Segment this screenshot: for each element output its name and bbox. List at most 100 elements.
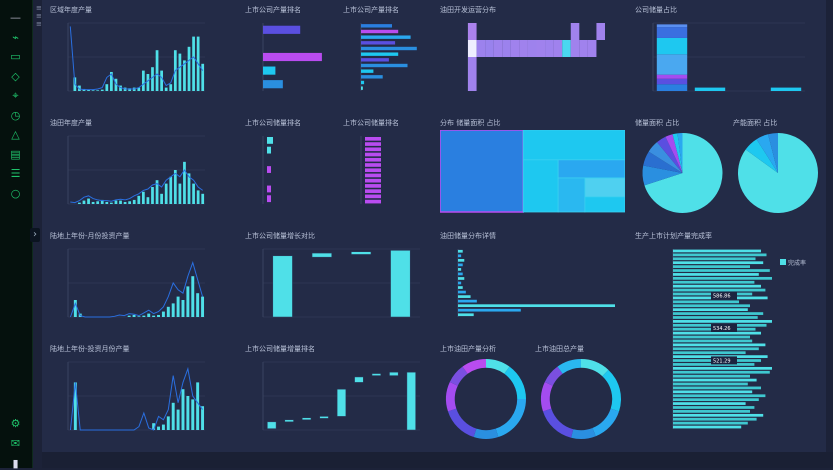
bar [171, 402, 175, 430]
pie-slice [677, 133, 683, 173]
mail-icon[interactable]: ✉ [10, 437, 21, 450]
bar [673, 382, 748, 386]
location-icon[interactable]: ⌖ [12, 89, 19, 102]
donut-slice [557, 359, 581, 374]
bar [155, 180, 159, 204]
legend-label: 完成率 [788, 259, 806, 267]
treemap-cell [522, 130, 625, 161]
bar [267, 166, 271, 173]
bar [181, 389, 185, 430]
bar [361, 80, 365, 85]
chart-panel: 油田年度产量 [50, 118, 215, 218]
bar [152, 315, 156, 317]
bar [178, 183, 182, 204]
bar [673, 276, 772, 280]
treemap-cell [584, 177, 625, 198]
bar [196, 190, 200, 204]
bar [673, 339, 753, 343]
bar [673, 366, 772, 370]
bar [365, 178, 381, 183]
card-icon[interactable]: ▤ [10, 147, 21, 161]
bar [267, 185, 271, 193]
chart-icon[interactable]: ⌁ [12, 30, 19, 44]
bar [91, 90, 95, 91]
user-icon[interactable]: ▮ [12, 457, 19, 470]
list-icon[interactable]: ☰ [10, 167, 21, 180]
bar [192, 36, 195, 91]
pie-slice [756, 134, 778, 173]
chat-icon[interactable]: ○ [10, 186, 21, 200]
bar [173, 170, 177, 204]
bar [365, 163, 381, 167]
bar [365, 173, 381, 178]
waterfall-bar [351, 251, 372, 255]
bar [361, 41, 396, 45]
treemap-cell [557, 159, 625, 179]
chart-svg [262, 361, 420, 431]
sidebar-expand-button[interactable]: › [30, 228, 40, 242]
bar [186, 396, 190, 430]
bar [267, 195, 271, 203]
bar [673, 347, 759, 351]
pie-slice [768, 133, 778, 173]
data-label-bg [711, 324, 737, 332]
chart-panel: 公司储量占比 [635, 5, 815, 105]
series-line [70, 169, 204, 204]
data-label: 586.86 [713, 294, 731, 300]
bar [141, 70, 145, 91]
bar [137, 195, 141, 204]
folder-icon[interactable]: ▭ [10, 50, 21, 63]
bar [458, 277, 465, 280]
bar-segment [694, 87, 726, 91]
heatmap-cell [510, 40, 520, 57]
chart-title: 生产上市计划产量完成率 [635, 232, 712, 240]
chart-title: 油田开发运营分布 [440, 6, 496, 14]
pie-slice [648, 142, 683, 173]
bar-segment [656, 54, 688, 75]
bar [96, 201, 100, 204]
chart-panel: 产能面积 占比 [733, 118, 823, 218]
bar [673, 421, 748, 425]
bar [458, 268, 462, 271]
series-line [69, 260, 204, 318]
chart-title: 上市公司储量排名 [343, 119, 399, 127]
shield-icon[interactable]: ◇ [11, 69, 20, 83]
chart-svg [67, 135, 205, 205]
bar [181, 300, 185, 317]
heatmap-cell [570, 23, 580, 40]
chart-title: 上市公司储量增量排名 [245, 345, 315, 353]
bar [673, 417, 757, 421]
bar [183, 161, 186, 204]
donut-slice [571, 428, 596, 439]
chart-panel: 上市油田产量分析 [440, 344, 532, 444]
bar [673, 288, 766, 292]
bar-segment [656, 84, 688, 91]
waterfall-bar [354, 376, 364, 383]
bar [673, 261, 764, 265]
bar-segment [656, 24, 688, 28]
settings-icon[interactable]: ⚙ [10, 417, 21, 430]
clock-icon[interactable]: ◷ [10, 108, 21, 122]
bar [458, 299, 477, 303]
heatmap-cell [579, 40, 588, 57]
warning-icon[interactable]: △ [11, 128, 20, 141]
bar [161, 424, 165, 430]
bar [458, 308, 521, 312]
chart-title: 上市公司储量增长对比 [245, 232, 315, 240]
menu-toggle-icon[interactable]: ≡ ≡ ≡ [36, 4, 42, 28]
heatmap-cell [485, 40, 494, 57]
bar [176, 296, 180, 317]
heatmap-cell [562, 40, 571, 57]
menu-icon[interactable]: — [10, 11, 21, 24]
chart-svg [738, 133, 818, 213]
chart-title: 上市公司储量排名 [245, 119, 301, 127]
chart-title: 储量面积 占比 [635, 119, 680, 127]
data-label-bg [711, 356, 737, 365]
sidebar: — ⌁ ▭ ◇ ⌖ ◷ △ ▤ ☰ ○ ⚙ ✉ ▮ [0, 0, 33, 470]
waterfall-bar [284, 419, 294, 423]
bar [141, 191, 145, 204]
donut-slice [486, 359, 510, 374]
chart-svg [541, 359, 621, 439]
bar [365, 147, 381, 152]
chart-title: 油田储量分布详情 [440, 232, 496, 240]
